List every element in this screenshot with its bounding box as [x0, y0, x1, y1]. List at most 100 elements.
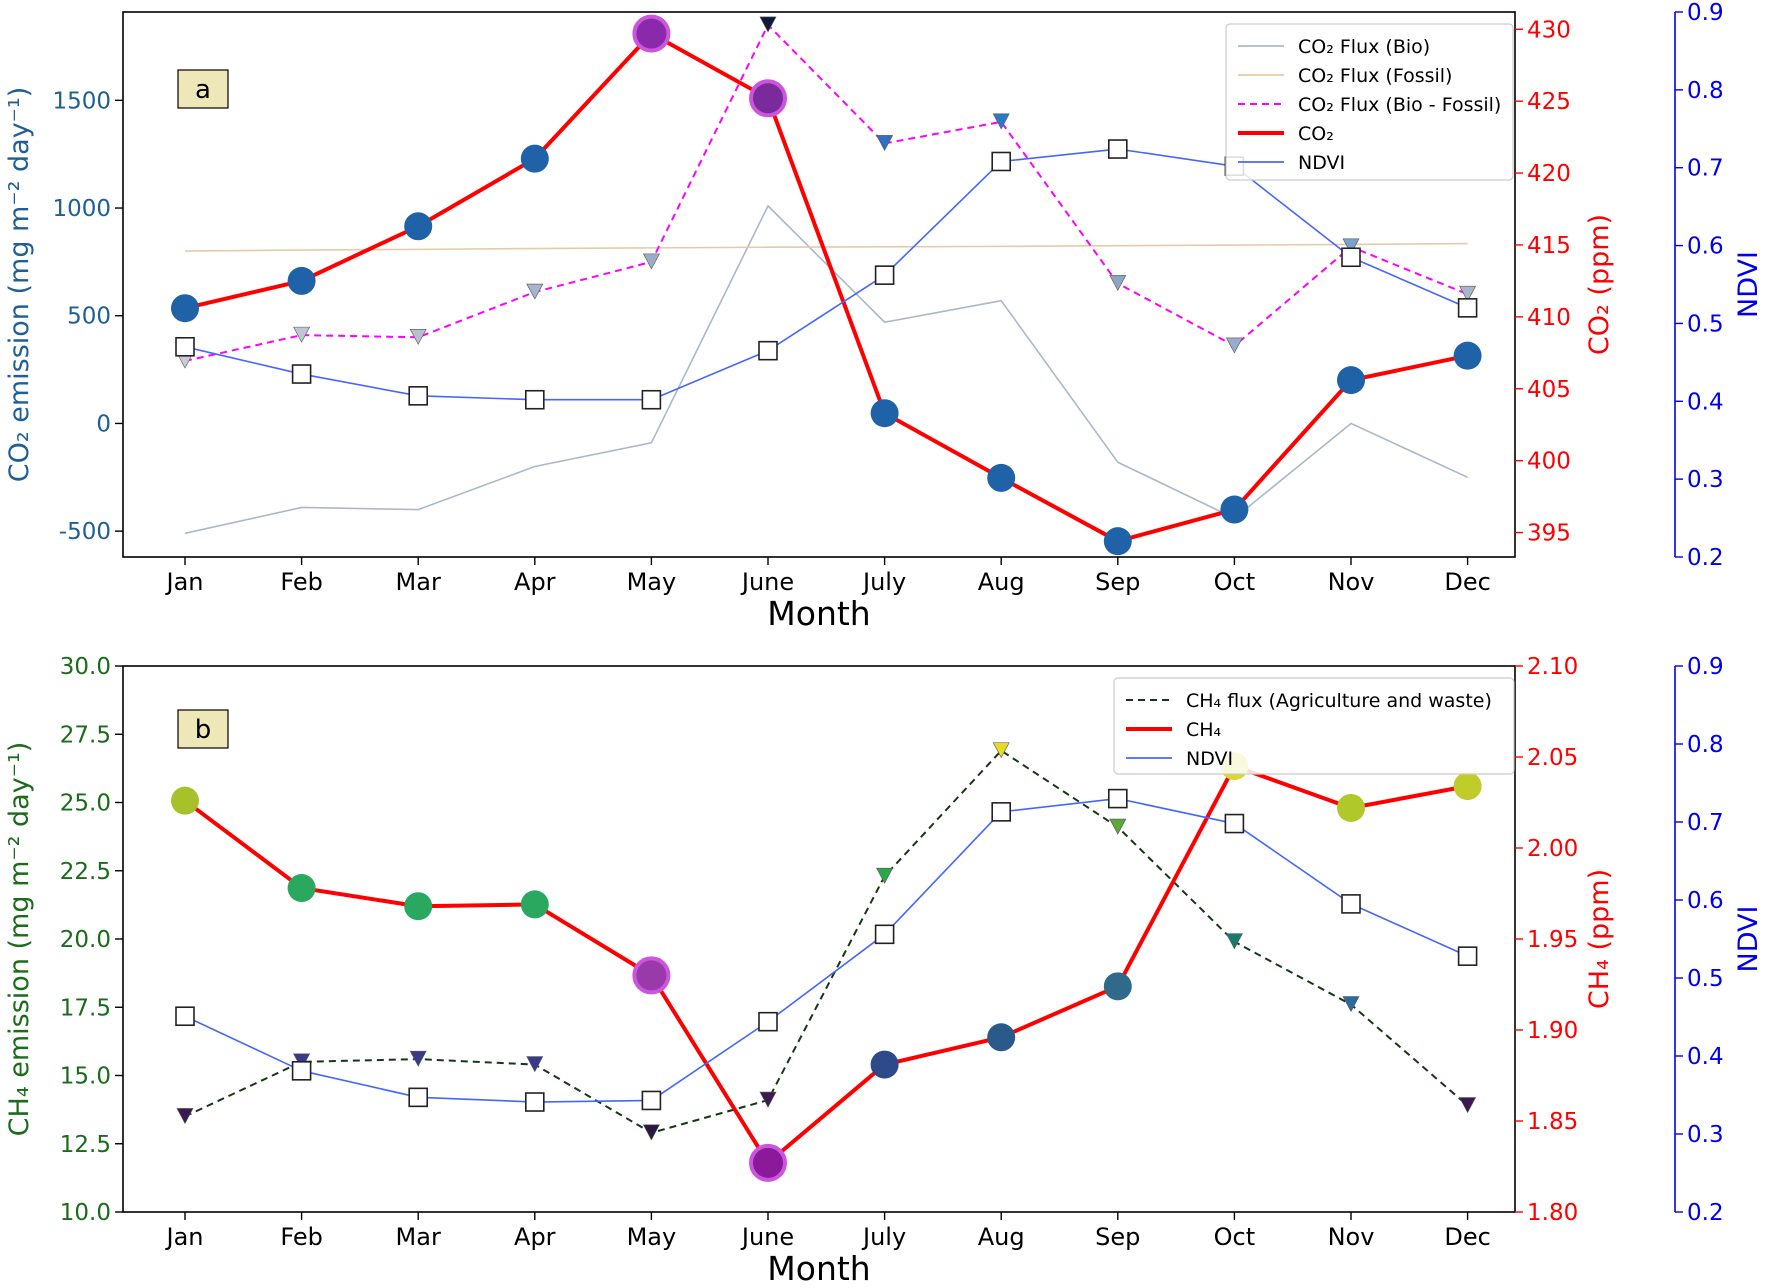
ndvi-marker [291, 364, 312, 384]
y-right1-tick-label: 400 [1527, 449, 1571, 475]
concentration-marker [1453, 341, 1482, 370]
x-tick-label: Mar [396, 568, 441, 596]
x-tick-label: Apr [514, 568, 556, 596]
series-line [184, 205, 1468, 535]
legend-label: CH₄ flux (Agriculture and waste) [1186, 690, 1492, 712]
concentration-highlight-marker [632, 14, 671, 53]
series-line [184, 797, 1468, 1103]
panel-label-box [177, 69, 229, 109]
concentration-marker [1220, 495, 1249, 524]
concentration-marker [404, 212, 433, 241]
y-right1-tick-label: 1.95 [1527, 927, 1578, 953]
y-right2-tick-label: 0.5 [1687, 311, 1724, 337]
series-line [184, 31, 1469, 544]
panel-label-box [177, 709, 229, 749]
y-right1-axis-label: CH₄ (ppm) [1584, 869, 1615, 1009]
flux-marker [642, 1124, 660, 1141]
concentration-marker [870, 1050, 899, 1079]
y-right2-tick-label: 0.2 [1687, 1200, 1724, 1226]
ndvi-marker [641, 1090, 662, 1111]
legend-label: CO₂ [1298, 123, 1334, 145]
x-tick-label: June [740, 568, 794, 596]
concentration-marker [1453, 772, 1482, 801]
ndvi-marker [524, 1092, 545, 1112]
y-right1-tick-label: 420 [1527, 161, 1571, 187]
flux-marker [992, 113, 1010, 130]
flux-marker [176, 1108, 194, 1125]
flux-marker [1342, 996, 1360, 1013]
y-right2-axis-label: NDVI [1733, 906, 1764, 973]
y-right2-tick-label: 0.4 [1687, 1044, 1724, 1070]
plot-frame [122, 11, 1516, 558]
y-right2-tick-label: 0.9 [1687, 0, 1724, 26]
x-tick-label: Aug [978, 568, 1025, 596]
concentration-marker [987, 463, 1016, 492]
y-right2-tick-label: 0.8 [1687, 732, 1724, 758]
flux-marker [876, 135, 894, 152]
concentration-highlight-marker [749, 79, 787, 118]
ndvi-marker [175, 336, 195, 357]
flux-marker [1109, 275, 1127, 292]
ndvi-marker [874, 924, 895, 945]
ndvi-marker [524, 389, 545, 410]
flux-marker [992, 742, 1010, 759]
y-right2-tick-label: 0.7 [1687, 810, 1724, 836]
y-right1-tick-label: 2.05 [1527, 745, 1578, 771]
x-tick-label: July [861, 568, 906, 596]
legend-label: CO₂ Flux (Bio) [1298, 36, 1430, 58]
ndvi-marker [1341, 247, 1361, 268]
flux-marker [1459, 285, 1477, 302]
flux-marker [759, 16, 777, 33]
y-right1-tick-label: 430 [1527, 17, 1571, 43]
y-left-tick-label: 12.5 [60, 1132, 111, 1158]
y-right1-tick-label: 1.90 [1527, 1018, 1578, 1044]
y-right1-tick-label: 395 [1527, 521, 1571, 547]
x-tick-label: Feb [280, 568, 323, 596]
concentration-marker [1337, 366, 1365, 395]
concentration-marker [287, 874, 316, 903]
series-line [184, 23, 1468, 362]
flux-marker [1225, 933, 1243, 950]
ndvi-marker [758, 1011, 778, 1032]
flux-marker [876, 867, 894, 884]
concentration-marker [870, 399, 899, 428]
concentration-marker [1103, 527, 1132, 556]
flux-marker [293, 326, 311, 343]
concentration-marker [404, 892, 433, 921]
ndvi-marker [991, 151, 1012, 172]
legend-label: NDVI [1186, 748, 1233, 770]
concentration-marker [287, 266, 316, 295]
y-left-tick-label: 1500 [52, 88, 111, 114]
flux-marker [1109, 818, 1127, 835]
ndvi-marker [175, 1006, 195, 1027]
y-left-tick-label: 1000 [52, 196, 111, 222]
y-left-axis-label: CO₂ emission (mg m⁻² day⁻¹) [4, 87, 35, 483]
series-line [184, 148, 1468, 401]
x-axis-label: Month [767, 594, 870, 633]
y-left-tick-label: 0 [96, 411, 111, 437]
concentration-marker [520, 890, 549, 919]
y-right2-tick-label: 0.2 [1687, 545, 1724, 571]
flux-marker [642, 253, 660, 270]
x-tick-label: Feb [280, 1223, 323, 1251]
y-right2-tick-label: 0.3 [1687, 1122, 1724, 1148]
y-left-tick-label: 22.5 [60, 859, 111, 885]
x-tick-label: Sep [1095, 1223, 1140, 1251]
panel-label: a [195, 75, 211, 105]
ndvi-marker [1108, 788, 1128, 809]
concentration-marker [1337, 793, 1365, 822]
y-right2-axis-label: NDVI [1733, 251, 1764, 318]
x-tick-label: Nov [1328, 568, 1375, 596]
y-right2-tick-label: 0.6 [1687, 888, 1724, 914]
ndvi-marker [1341, 894, 1361, 914]
x-tick-label: Apr [514, 1223, 556, 1251]
flux-marker [409, 1050, 427, 1067]
x-tick-label: Aug [978, 1223, 1025, 1251]
flux-marker [526, 283, 544, 300]
y-right1-tick-label: 2.00 [1527, 836, 1578, 862]
series-line [183, 764, 1468, 1165]
chart-panel-b: Jan Feb Mar Apr May June July Aug Sep Oct Nov Dec Mo… [4, 654, 1764, 1288]
y-left-tick-label: 15.0 [60, 1064, 111, 1090]
x-tick-label: June [740, 1223, 794, 1251]
